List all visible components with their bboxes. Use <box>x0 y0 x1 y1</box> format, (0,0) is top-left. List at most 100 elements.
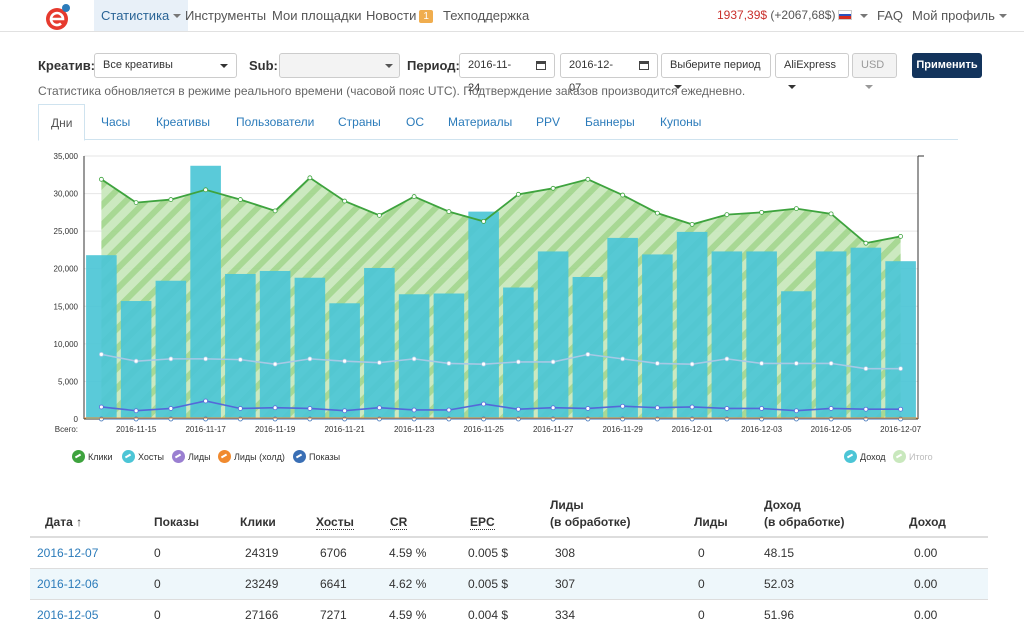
hosts-point <box>411 356 417 362</box>
cell-date[interactable]: 2016-12-07 <box>37 546 99 560</box>
tab-users[interactable]: Пользователи <box>236 115 315 129</box>
tab-countries[interactable]: Страны <box>338 115 381 129</box>
leads-point <box>689 404 695 410</box>
cell-clicks: 23249 <box>245 577 279 591</box>
clicks-point <box>237 197 243 202</box>
col-leads-pending[interactable]: Лиды (в обработке) <box>550 498 631 529</box>
x-tick-label: 2016-12-07 <box>880 425 921 434</box>
nav-statistics[interactable]: Статистика <box>94 0 189 31</box>
tab-coupons[interactable]: Купоны <box>660 115 702 129</box>
currency-select[interactable]: USD <box>852 53 897 89</box>
clicks-point <box>585 176 591 182</box>
chevron-down-icon <box>865 85 873 89</box>
chevron-down-icon[interactable] <box>860 14 868 18</box>
y-tick-label: 10,000 <box>54 340 79 349</box>
leads-line <box>101 400 901 412</box>
income-bar <box>537 251 569 419</box>
chevron-down-icon <box>385 64 393 68</box>
cell-shows: 0 <box>154 577 161 591</box>
cell-income: 0.00 <box>914 577 938 591</box>
leads-point <box>620 403 626 409</box>
russian-flag-icon[interactable] <box>838 10 852 20</box>
legend-leads[interactable]: Лиды <box>172 450 211 464</box>
leads-point <box>272 405 278 411</box>
tab-days[interactable]: Дни <box>38 104 86 141</box>
legend-income[interactable]: Доход <box>844 450 886 464</box>
legend-leads-hold[interactable]: Лиды (холд) <box>218 450 285 464</box>
tab-os[interactable]: ОС <box>406 115 424 129</box>
income-bar <box>294 277 326 419</box>
cell-date[interactable]: 2016-12-05 <box>37 608 99 622</box>
legend-total[interactable]: Итого <box>893 450 933 464</box>
col-clicks[interactable]: Клики <box>240 515 276 529</box>
col-date[interactable]: Дата ↑ <box>45 515 83 529</box>
bar-chart-icon <box>893 450 906 463</box>
nav-support[interactable]: Техподдержка <box>443 8 530 23</box>
col-hosts[interactable]: Хосты <box>316 515 354 530</box>
y-tick-label: 30,000 <box>54 190 79 199</box>
income-bar <box>746 251 777 419</box>
e-logo-icon[interactable] <box>42 2 72 32</box>
x-total-label: Всего: <box>55 425 78 434</box>
tab-creatives[interactable]: Креативы <box>156 115 210 129</box>
tab-materials[interactable]: Материалы <box>448 115 513 129</box>
hosts-point <box>689 361 695 367</box>
hosts-point <box>376 360 382 366</box>
clicks-point <box>203 187 209 193</box>
network-select[interactable]: AliExpress <box>775 53 849 89</box>
col-cr[interactable]: CR <box>390 515 408 530</box>
col-income-pending[interactable]: Доход (в обработке) <box>764 498 845 529</box>
legend-clicks[interactable]: Клики <box>72 450 113 464</box>
tab-banners[interactable]: Баннеры <box>585 115 635 129</box>
clicks-point <box>98 176 104 182</box>
cell-leads: 0 <box>698 577 705 591</box>
period-select[interactable]: Выберите период <box>661 53 771 89</box>
chevron-down-icon <box>220 64 228 68</box>
leads-point <box>550 405 556 411</box>
leads-point <box>898 406 904 412</box>
calendar-icon[interactable] <box>528 53 555 78</box>
line-chart-icon <box>218 450 231 463</box>
y-tick-label: 25,000 <box>54 227 79 236</box>
nav-tools[interactable]: Инструменты <box>185 8 267 23</box>
clicks-point <box>272 208 278 214</box>
hosts-point <box>550 359 556 365</box>
cell-hosts: 7271 <box>320 608 347 622</box>
apply-button[interactable]: Применить <box>912 53 982 78</box>
nav-profile[interactable]: Мой профиль <box>905 0 1014 31</box>
line-chart-icon <box>172 450 185 463</box>
income-bar <box>503 287 534 419</box>
clicks-point <box>620 192 626 198</box>
clicks-point <box>689 221 695 227</box>
leads-point <box>828 406 834 411</box>
clicks-point <box>793 206 799 211</box>
col-epc[interactable]: EPC <box>470 515 495 530</box>
cell-leads: 0 <box>698 546 705 560</box>
hosts-point <box>168 356 174 362</box>
creative-select[interactable]: Все креативы <box>94 53 237 78</box>
sub-select[interactable] <box>279 53 400 78</box>
tab-hours[interactable]: Часы <box>101 115 131 129</box>
calendar-icon[interactable] <box>631 53 658 78</box>
line-chart-icon <box>122 450 135 463</box>
nav-faq[interactable]: FAQ <box>877 8 904 23</box>
tab-ppv[interactable]: PPV <box>536 115 561 129</box>
hosts-point <box>446 360 452 366</box>
col-leads[interactable]: Лиды <box>694 515 728 529</box>
cell-date[interactable]: 2016-12-06 <box>37 577 99 591</box>
clicks-point <box>168 197 174 202</box>
col-shows[interactable]: Показы <box>154 515 199 529</box>
clicks-area <box>101 177 901 419</box>
clicks-point <box>376 212 382 218</box>
clicks-point <box>411 194 417 199</box>
x-tick-label: 2016-11-21 <box>324 425 365 434</box>
legend-hosts[interactable]: Хосты <box>122 450 164 464</box>
col-income[interactable]: Доход <box>909 515 946 529</box>
nav-my-sites[interactable]: Мои площадки <box>272 8 362 23</box>
date-to-input[interactable]: 2016-12-07 <box>560 53 632 94</box>
leads-point <box>863 406 869 412</box>
nav-news[interactable]: Новости 1 <box>359 0 440 31</box>
date-from-input[interactable]: 2016-11-24 <box>459 53 529 94</box>
legend-shows[interactable]: Показы <box>293 450 340 464</box>
leads-point <box>98 404 104 410</box>
